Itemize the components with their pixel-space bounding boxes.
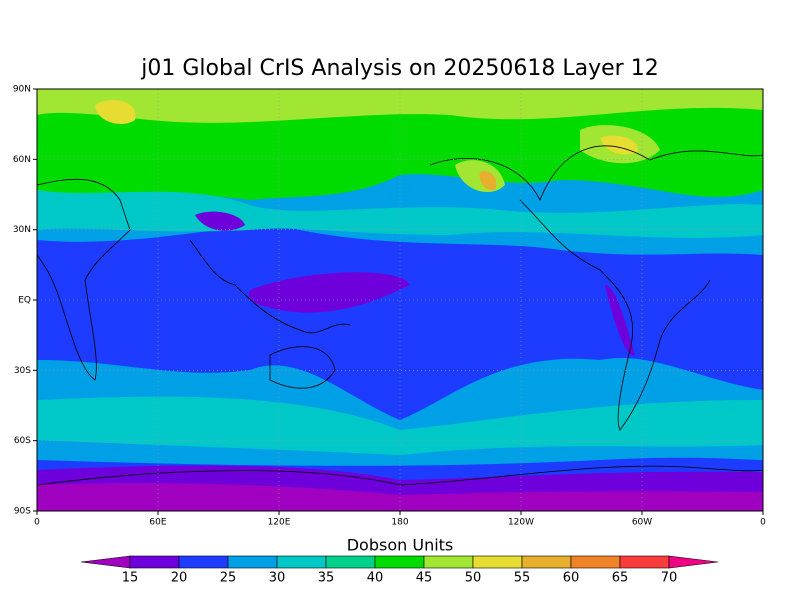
y-tick-label: 90N — [13, 85, 31, 95]
y-tick-label: 60S — [14, 436, 31, 446]
colorbar-box — [374, 555, 425, 569]
x-tick-label: 60E — [149, 518, 166, 528]
colorbar-box — [227, 555, 278, 569]
colorbar-box — [521, 555, 572, 569]
colorbar-title: Dobson Units — [347, 536, 454, 555]
colorbar-label: 25 — [220, 571, 237, 586]
colorbar-box — [129, 555, 180, 569]
y-tick-label: 30N — [13, 225, 31, 235]
colorbar-label: 45 — [416, 571, 433, 586]
colorbar-extension-low — [80, 555, 131, 569]
colorbar-label: 65 — [612, 571, 629, 586]
graticule — [37, 89, 763, 511]
y-tick-label: 90S — [14, 507, 31, 517]
y-tick-label: EQ — [18, 296, 31, 306]
colorbar-label: 50 — [465, 571, 482, 586]
colorbar-label: 20 — [171, 571, 188, 586]
colorbar-box — [276, 555, 327, 569]
x-tick-label: 120E — [268, 518, 291, 528]
colorbar-box — [423, 555, 474, 569]
colorbar-label: 60 — [563, 571, 580, 586]
colorbar-label: 15 — [122, 571, 139, 586]
x-tick-label: 180 — [391, 518, 408, 528]
x-tick-label: 60W — [632, 518, 652, 528]
y-tick-label: 60N — [13, 155, 31, 165]
colorbar-label: 40 — [367, 571, 384, 586]
x-tick-label: 0 — [34, 518, 40, 528]
colorbar-box — [178, 555, 229, 569]
colorbar-label: 35 — [318, 571, 335, 586]
colorbar-label: 55 — [514, 571, 531, 586]
x-tick-label: 120W — [508, 518, 534, 528]
colorbar-box — [570, 555, 621, 569]
y-tick-label: 30S — [14, 366, 31, 376]
colorbar-box — [472, 555, 523, 569]
colorbar-label: 70 — [661, 571, 678, 586]
colorbar-box — [325, 555, 376, 569]
colorbar-label: 30 — [269, 571, 286, 586]
colorbar-extension-high — [668, 555, 719, 569]
x-tick-label: 0 — [760, 518, 766, 528]
title: j01 Global CrIS Analysis on 20250618 Lay… — [140, 56, 658, 81]
colorbar-box — [619, 555, 670, 569]
